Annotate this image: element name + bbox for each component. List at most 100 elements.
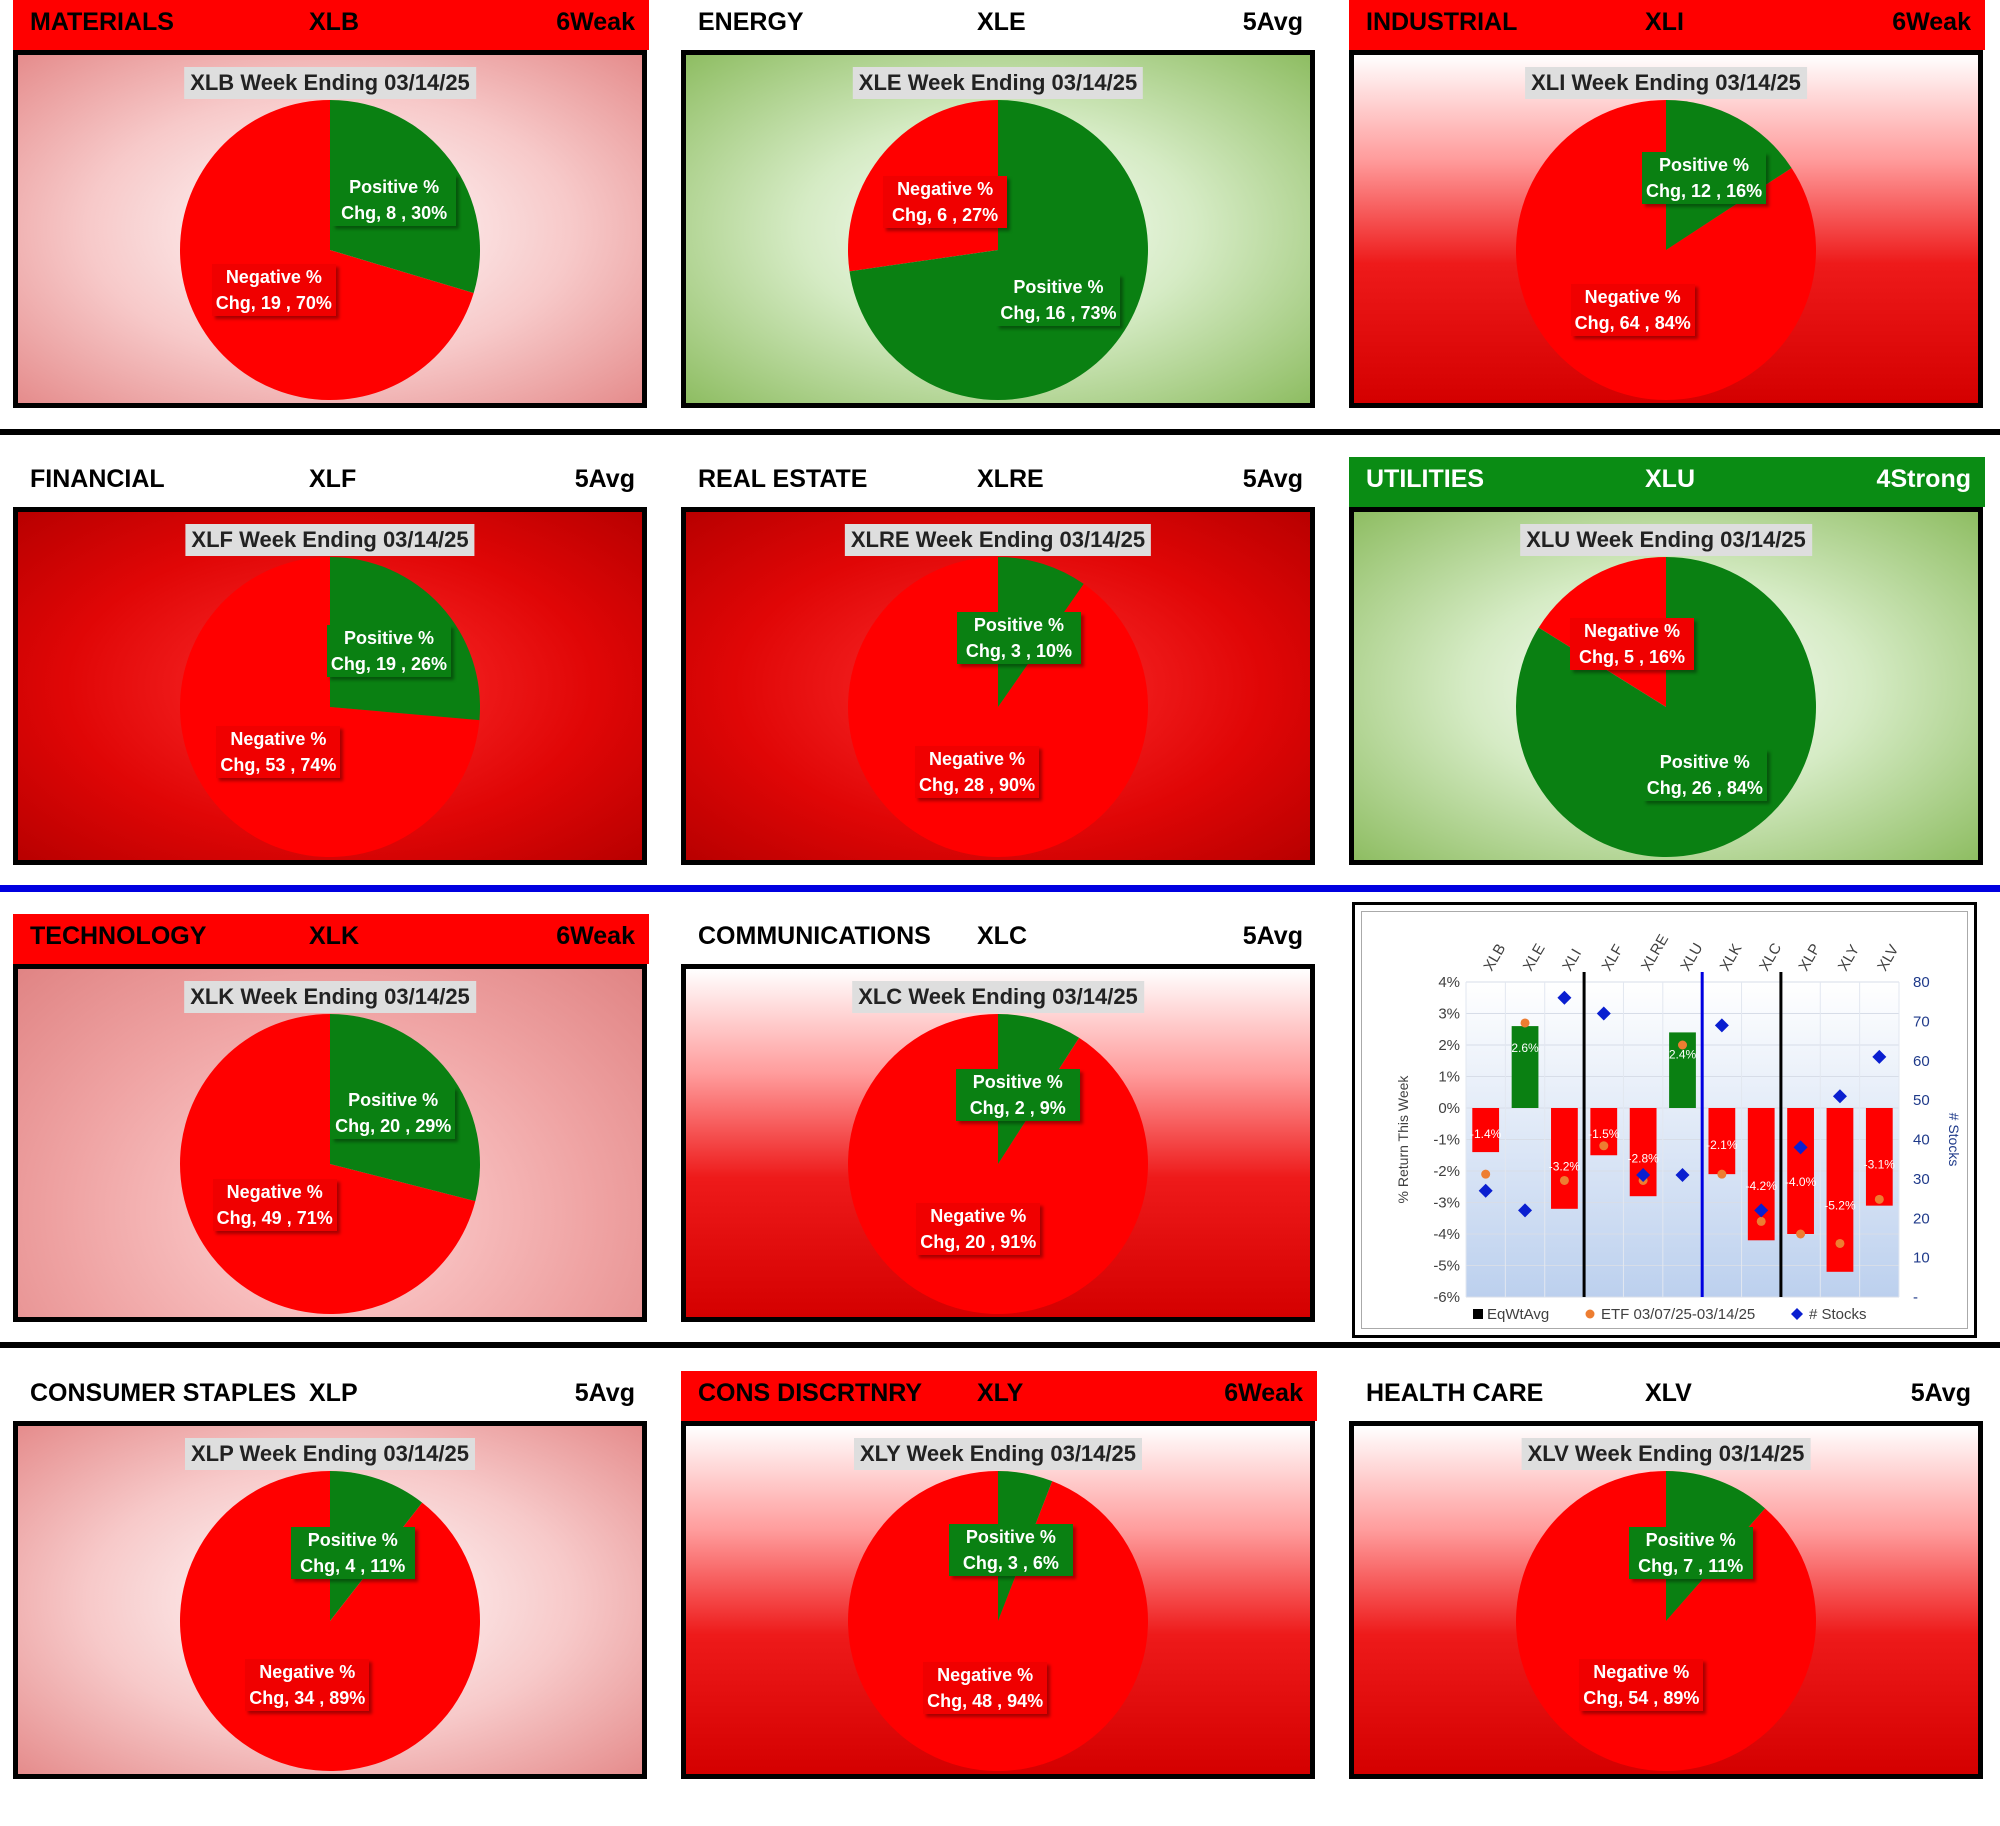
pie-label-pct: 94%: [1007, 1690, 1044, 1711]
sector-rating: 5Avg: [1242, 465, 1303, 493]
pie-label-title: Positive %: [965, 1527, 1056, 1548]
etf-point-xlp: [1796, 1229, 1806, 1239]
y2-tick-label: 10: [1913, 1250, 1930, 1267]
sector-header: COMMUNICATIONS XLC 5Avg: [681, 914, 1317, 964]
y-tick-label: -3%: [1433, 1195, 1460, 1212]
pie-label-pct: 26%: [410, 653, 448, 674]
pie-label-positive: Positive % Chg, 16 , 73%: [996, 274, 1121, 327]
sector-card-xlre: REAL ESTATE XLRE 5Avg XLRE Week Ending 03/1…: [668, 457, 1315, 912]
pie-label-pct: 11%: [370, 1555, 406, 1576]
stocks-point-xlk: [1714, 1018, 1729, 1033]
sector-rating: 5Avg: [574, 465, 635, 493]
pie-label-count: 5: [1623, 646, 1634, 667]
pie-label-pct: 84%: [1726, 777, 1763, 798]
pie-label-title: Positive %: [1645, 1530, 1736, 1551]
sector-name: UTILITIES: [1366, 465, 1485, 493]
sector-header: CONSUMER STAPLES XLP 5Avg: [13, 1371, 649, 1421]
pie-label-chg: Chg,: [1646, 777, 1687, 798]
pie-label-count: 20: [380, 1115, 401, 1136]
pie-title-ticker: XLE: [858, 70, 902, 95]
sector-rating: 6Weak: [556, 922, 635, 950]
pie-label-count: 20: [965, 1232, 986, 1253]
stocks-point-xli: [1557, 990, 1572, 1005]
sector-header: UTILITIES XLU 4Strong: [1349, 457, 1985, 507]
pie-label-title: Positive %: [1013, 277, 1104, 298]
y-tick-label: 2%: [1438, 1037, 1460, 1054]
pie-title-ticker: XLP: [191, 1441, 234, 1466]
legend-marker-stocks: [1791, 1308, 1803, 1320]
pie-chart: [179, 1471, 480, 1771]
bar-value-label: -1.4%: [1470, 1127, 1502, 1141]
pie-label-chg: Chg,: [1000, 303, 1041, 324]
pie-label-negative: Negative % Chg, 20 , 91%: [916, 1203, 1041, 1256]
pie-label-title: Negative %: [259, 1662, 356, 1683]
pie-title-ticker: XLI: [1531, 70, 1566, 95]
sector-header: HEALTH CARE XLV 5Avg: [1349, 1371, 1985, 1421]
pie-panel: XLE Week Ending 03/14/25 Positive % Chg, 1…: [681, 50, 1315, 408]
pie-title-week: Week Ending 03/14/25: [240, 70, 470, 95]
sector-card-xlp: CONSUMER STAPLES XLP 5Avg XLP Week Ending 0…: [0, 1371, 647, 1826]
y2-tick-label: 70: [1913, 1013, 1930, 1030]
pie-panel: XLRE Week Ending 03/14/25 Positive % Chg, …: [681, 507, 1315, 865]
pie-label-pct: 90%: [999, 774, 1036, 795]
bar-xle: [1511, 1026, 1539, 1108]
pie-title: XLRE Week Ending 03/14/25: [844, 524, 1152, 556]
pie-label-positive: Positive % Chg, 19 , 26%: [326, 624, 451, 677]
sector-ticker: XLF: [309, 465, 357, 493]
pie-label-title: Positive %: [348, 1089, 439, 1110]
sector-name: COMMUNICATIONS: [698, 922, 931, 950]
pie-label-values: Chg, 16 , 73%: [1000, 303, 1117, 324]
sector-header: INDUSTRIAL XLI 6Weak: [1349, 0, 1985, 50]
sector-card-xlk: TECHNOLOGY XLK 6Weak XLK Week Ending 03/14/…: [0, 914, 649, 1369]
pie-title: XLK Week Ending 03/14/25: [184, 981, 476, 1013]
etf-point-xle: [1520, 1018, 1530, 1028]
pie-panel: XLI Week Ending 03/14/25 Positive % Chg, 1…: [1349, 50, 1983, 408]
pie-label-chg: Chg,: [1578, 646, 1619, 667]
sector-rating: 4Strong: [1876, 465, 1971, 493]
pie-label-pct: 11%: [1708, 1556, 1744, 1577]
y2-tick-label: 20: [1913, 1210, 1930, 1227]
pie-chart: [848, 100, 1148, 401]
bar-value-label: -5.2%: [1824, 1199, 1856, 1213]
sector-name: MATERIALS: [30, 8, 174, 36]
pie-label-positive: Positive % Chg, 3 , 6%: [948, 1524, 1073, 1577]
legend-etf: ETF 03/07/25-03/14/25: [1601, 1306, 1755, 1323]
sector-rating: 5Avg: [574, 1379, 635, 1407]
row-separator-1: [0, 429, 2000, 435]
pie-panel: XLC Week Ending 03/14/25 Positive % Chg, 2…: [681, 964, 1315, 1322]
pie-label-positive: Positive % Chg, 4 , 11%: [290, 1526, 415, 1579]
y-tick-label: 4%: [1438, 974, 1460, 991]
sector-name: CONS DISCRTNRY: [698, 1379, 923, 1407]
sector-name: CONSUMER STAPLES: [30, 1379, 297, 1407]
pie-label-values: Chg, 8 , 30%: [341, 203, 448, 224]
stocks-point-xlc: [1754, 1203, 1769, 1218]
x-tick-label: XLI: [1559, 946, 1585, 974]
sector-rating: 6Weak: [556, 8, 635, 36]
stocks-point-xlre: [1636, 1167, 1651, 1182]
pie-title: XLI Week Ending 03/14/25: [1525, 67, 1807, 99]
pie-label-count: 64: [1619, 312, 1640, 333]
row-separator-3: [0, 1342, 2000, 1348]
pie-label-title: Positive %: [307, 1529, 398, 1550]
pie-title: XLU Week Ending 03/14/25: [1520, 524, 1812, 556]
sector-card-xli: INDUSTRIAL XLI 6Weak XLI Week Ending 03/14/…: [1336, 0, 1985, 455]
pie-label-title: Positive %: [1659, 154, 1750, 175]
y2-tick-label: 80: [1913, 974, 1930, 991]
bar-value-label: 2.4%: [1669, 1047, 1697, 1061]
etf-point-xlc: [1756, 1216, 1766, 1226]
bar-xlk: [1708, 1108, 1736, 1175]
pie-label-count: 34: [294, 1688, 315, 1709]
pie-label-positive: Positive % Chg, 26 , 84%: [1642, 748, 1767, 801]
sector-name: FINANCIAL: [30, 465, 165, 493]
pie-label-chg: Chg,: [918, 774, 959, 795]
pie-title: XLP Week Ending 03/14/25: [185, 1438, 475, 1470]
sector-ticker: XLU: [1645, 465, 1695, 493]
pie-label-chg: Chg,: [892, 205, 933, 226]
sector-ticker: XLP: [309, 1379, 358, 1407]
pie-panel: XLF Week Ending 03/14/25 Positive % Chg, 1…: [13, 507, 647, 865]
sector-rating: 5Avg: [1910, 1379, 1971, 1407]
pie-label-chg: Chg,: [927, 1690, 968, 1711]
pie-label-pct: 10%: [1035, 641, 1072, 662]
pie-label-values: Chg, 19 , 70%: [215, 292, 332, 313]
pie-label-positive: Positive % Chg, 7 , 11%: [1628, 1527, 1753, 1580]
